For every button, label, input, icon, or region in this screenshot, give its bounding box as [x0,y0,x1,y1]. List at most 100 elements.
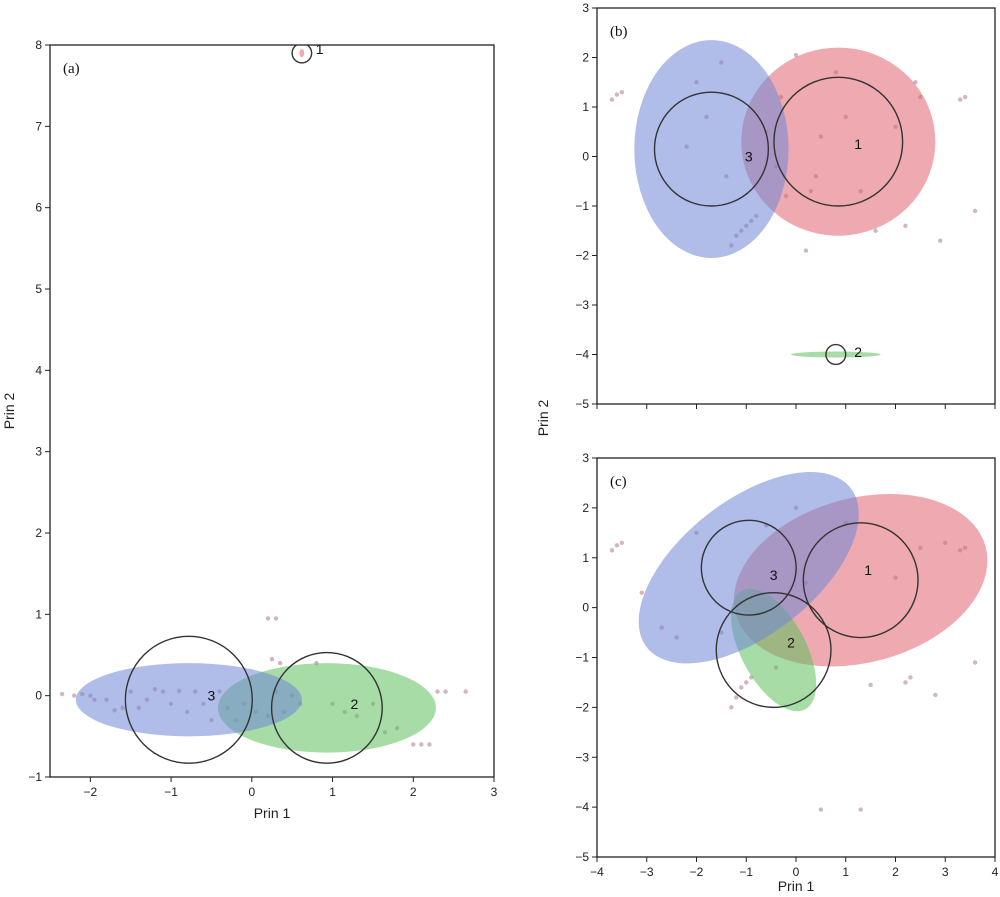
x-tick-label: −1 [739,865,753,879]
y-tick-label: 3 [582,1,589,15]
data-point [72,693,77,698]
panel-label-c: (c) [610,474,627,490]
x-tick-label: 1 [842,865,849,879]
data-point [463,689,468,694]
y-tick-label: −3 [575,298,589,312]
data-point [933,692,938,698]
cluster-1-ellipse [299,49,305,58]
data-point [744,680,749,685]
cluster-3-label: 3 [208,688,216,704]
data-point [435,689,440,694]
y-tick-label: −4 [575,348,589,362]
data-point [609,548,615,553]
data-point [903,223,908,228]
data-point [908,675,913,680]
x-tick-label: 2 [410,785,417,799]
x-tick-label: −4 [590,865,604,879]
data-point [938,238,943,243]
y-tick-label: 0 [582,601,589,615]
data-point [734,695,739,700]
y-tick-label: −1 [28,770,42,784]
data-point [427,742,432,747]
cluster-1-label: 1 [316,41,324,57]
data-point [639,590,644,595]
panel-a: 1 2 3 −2 −1 0 1 2 3 −1 0 1 2 3 4 5 6 7 8 (a) Prin 1 Prin 2 [1,38,498,821]
cluster-3-circle [124,635,253,764]
y-tick-label: 2 [582,501,589,515]
y-tick-label: 3 [35,445,42,459]
cluster-2-circle [825,343,847,366]
cluster-3-ellipse [75,663,302,737]
data-point [962,94,968,100]
x-tick-label: −3 [640,865,654,879]
cluster-2-label: 2 [854,344,862,360]
cluster-3-ellipse [638,472,859,664]
cluster-1-label: 1 [854,136,862,152]
data-point [265,616,271,621]
data-point [873,228,878,233]
data-point [619,540,625,545]
y-tick-label: 1 [582,551,589,565]
y-tick-label: 5 [35,282,42,296]
y-tick-label: 4 [35,363,42,377]
data-point [858,807,863,812]
data-point [868,682,873,688]
data-point [411,742,416,747]
cluster-3-label: 3 [770,567,778,583]
cluster-2-label: 2 [350,696,358,712]
x-tick-label: 4 [992,865,999,879]
cluster-2-circle [715,591,832,709]
data-point [277,660,283,666]
y-tick-label: 0 [35,689,42,703]
plot-area-a [59,45,468,764]
y-tick-label: −5 [575,397,589,411]
plot-area-c [609,472,988,812]
data-point [614,92,620,97]
data-point [729,705,734,710]
x-tick-label: −2 [690,865,704,879]
cluster-1-circle [802,522,919,639]
y-tick-label: −5 [575,850,589,864]
panel-label-a: (a) [63,61,80,77]
x-tick-label: −1 [164,785,178,799]
y-tick-label: 2 [582,51,589,65]
cluster-2-label: 2 [787,635,795,651]
data-point [803,248,809,253]
data-point [59,691,65,697]
y-tick-label: −2 [575,700,589,714]
cluster-1-circle [291,45,313,64]
panel-label-b: (b) [610,24,628,40]
data-point [419,742,424,747]
x-tick-label: 3 [491,785,498,799]
y-tick-label: 3 [582,451,589,465]
cluster-1-circle [773,76,904,207]
x-tick-label: 0 [793,865,800,879]
data-point [619,89,625,95]
x-tick-label: −2 [84,785,98,799]
data-point [443,689,448,694]
y-tick-label: 2 [35,526,42,540]
y-tick-label: −1 [575,199,589,213]
y-tick-label: 6 [35,201,42,215]
y-tick-label: 7 [35,119,42,133]
y-tick-label: −3 [575,750,589,764]
cluster-2-ellipse [791,351,881,358]
data-point [273,616,279,621]
x-tick-label: 3 [942,865,949,879]
data-point [818,807,824,812]
y-tick-label: 1 [35,607,42,621]
panel-b: 1 2 3 −5 −4 −3 −2 −1 0 1 2 3 (b) Prin 2 [535,1,996,436]
x-tick-label: 0 [248,785,255,799]
y-tick-label: 1 [582,100,589,114]
x-tick-label: 2 [892,865,899,879]
plot-area-b [609,40,978,366]
x-tick-label: 1 [329,785,336,799]
y-tick-label: 8 [35,38,42,52]
cluster-3-circle [653,91,770,207]
cluster-3-circle [700,519,797,616]
cluster-2-circle [270,651,383,764]
y-axis-title: Prin 2 [1,393,17,430]
cluster-3-label: 3 [745,149,753,165]
